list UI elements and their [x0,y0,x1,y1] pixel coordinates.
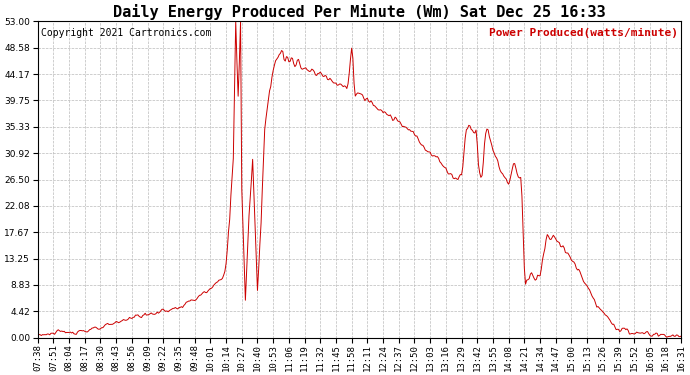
Text: Copyright 2021 Cartronics.com: Copyright 2021 Cartronics.com [41,28,211,38]
Title: Daily Energy Produced Per Minute (Wm) Sat Dec 25 16:33: Daily Energy Produced Per Minute (Wm) Sa… [113,4,606,20]
Text: Power Produced(watts/minute): Power Produced(watts/minute) [489,28,678,38]
